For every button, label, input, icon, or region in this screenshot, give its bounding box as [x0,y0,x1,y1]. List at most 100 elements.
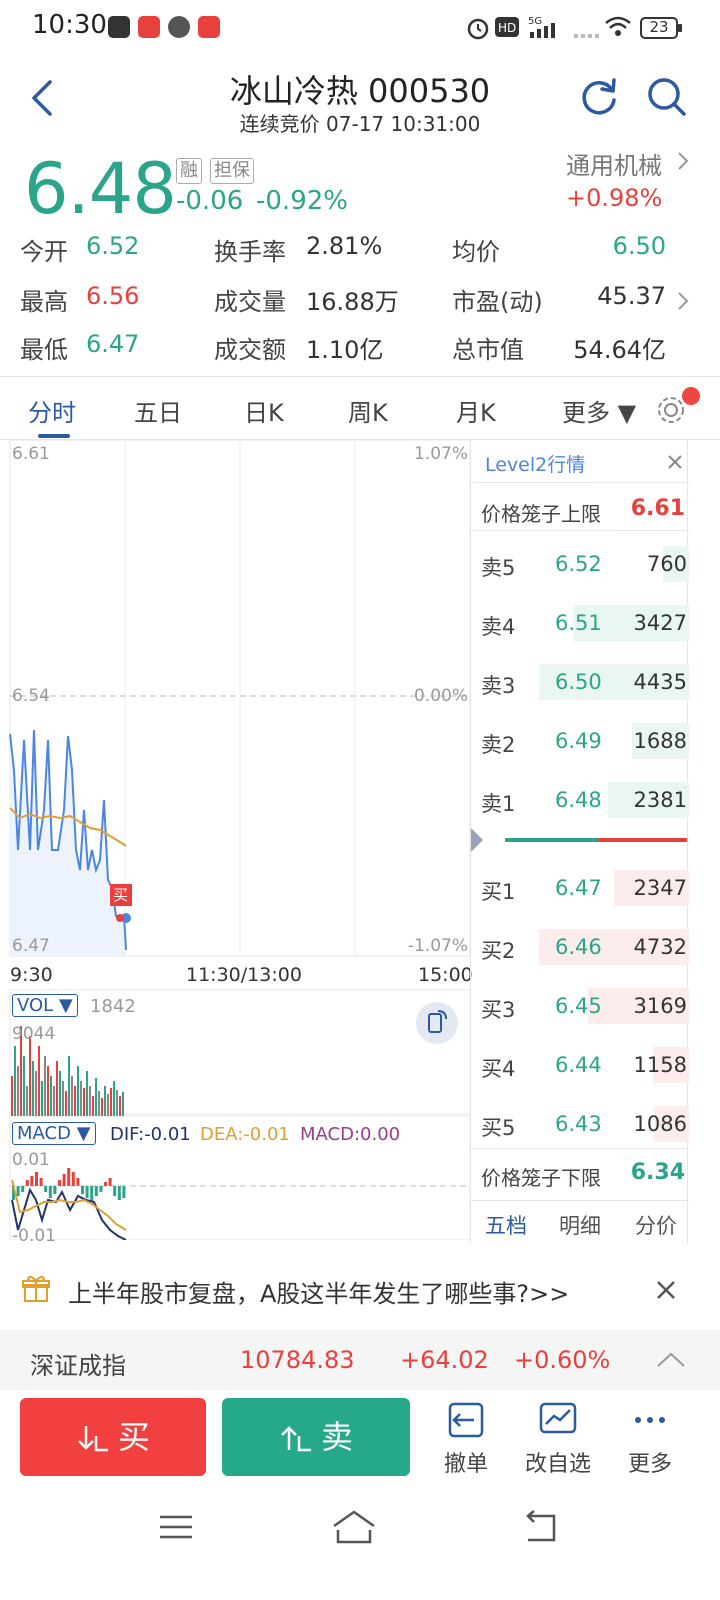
bid-row[interactable]: 买4 6.44 1158 [471,1047,689,1087]
book-tab-five-levels[interactable]: 五档 [485,1214,527,1238]
edit-watchlist-button[interactable]: 改自选 [518,1400,598,1478]
level-label: 卖1 [481,792,516,816]
refresh-icon[interactable] [578,76,620,118]
bid-row[interactable]: 买5 6.43 1086 [471,1106,689,1146]
volume-bar [110,1088,112,1116]
more-button[interactable]: 更多 [610,1400,690,1478]
level-label: 买4 [481,1057,516,1081]
menu-icon[interactable] [158,1512,194,1542]
volume-bar [539,929,689,965]
app-notification-icon [138,16,160,38]
page-subtitle: 连续竞价 07-17 10:31:00 [239,112,481,136]
volume-bar [116,1090,118,1116]
sector-name[interactable]: 通用机械 [566,152,662,180]
vol-indicator-select[interactable]: VOL ▼ [12,994,78,1017]
level-volume: 4435 [633,670,687,694]
volume-bar [71,1076,73,1116]
volume-bar [104,1086,106,1116]
macd-bar [99,1186,103,1192]
book-tab-price-distribution[interactable]: 分价 [635,1214,677,1238]
gift-icon [22,1275,50,1302]
notification-dot [682,387,700,405]
ask-row[interactable]: 卖5 6.52 760 [471,546,689,586]
macd-bars [12,1168,126,1202]
sell-button-label: 卖 [320,1418,353,1456]
level-volume: 3427 [633,611,687,635]
tab-more[interactable]: 更多 ▼ [562,399,637,427]
volume-bar [663,546,689,582]
collapse-arrow-icon[interactable] [471,828,483,852]
volume-bar [588,988,689,1024]
index-ticker-bar[interactable]: 深证成指 10784.83 +64.02 +0.60% [0,1330,720,1390]
volume-bar [74,1086,76,1116]
level-price: 6.45 [555,994,602,1018]
volume-bar [59,1071,61,1116]
sector-change-pct: +0.98% [566,184,663,212]
home-icon[interactable] [330,1508,378,1546]
ask-row[interactable]: 卖4 6.51 3427 [471,605,689,645]
svg-text:5G: 5G [528,16,542,27]
macd-bar [30,1176,34,1186]
close-icon[interactable] [667,454,683,470]
tab-weekly-k[interactable]: 周K [348,399,388,427]
chevron-right-icon[interactable] [676,150,690,172]
bid-row[interactable]: 买2 6.46 4732 [471,929,689,969]
level-price: 6.47 [555,876,602,900]
level2-title[interactable]: Level2行情 [485,454,586,476]
ask-row[interactable]: 卖1 6.48 2381 [471,782,689,822]
sell-button[interactable]: 卖 [222,1398,410,1476]
tab-daily-k[interactable]: 日K [244,399,284,427]
pct-mid-label: 0.00% [413,686,468,706]
more-dots-icon [635,1417,665,1423]
macd-bar [67,1168,71,1186]
gear-icon[interactable] [654,393,688,427]
volume-bar [653,1047,689,1083]
battery-icon [640,17,682,39]
app-notification-icon [168,16,190,38]
volume-bar [26,1086,28,1116]
volume-bar [50,1076,52,1116]
page-title: 冰山冷热 000530 [229,72,491,110]
ask-row[interactable]: 卖2 6.49 1688 [471,723,689,763]
chevron-up-icon[interactable] [656,1350,686,1368]
rotate-screen-button[interactable] [416,1002,458,1044]
level-volume: 1086 [633,1112,687,1136]
index-change-pct: +0.60% [514,1346,611,1374]
tab-monthly-k[interactable]: 月K [456,399,496,427]
back-nav-icon[interactable] [520,1510,560,1544]
pct-high-label: 1.07% [413,444,468,464]
macd-bar [62,1174,66,1186]
chevron-right-icon[interactable] [676,290,690,312]
tab-five-day[interactable]: 五日 [134,399,182,427]
alarm-icon [467,18,489,40]
tab-intraday[interactable]: 分时 [28,399,76,427]
cancel-order-button[interactable]: 撤单 [426,1400,506,1478]
close-icon[interactable] [656,1280,676,1300]
level-price: 6.46 [555,935,602,959]
volume-bar [14,1046,16,1116]
stat-label: 成交量 [214,288,286,316]
battery-level: 23 [649,18,669,36]
lower-limit-label: 价格笼子下限 [481,1166,601,1190]
level-price: 6.43 [555,1112,602,1136]
macd-dea: DEA:-0.01 [200,1124,290,1145]
stat-label: 换手率 [214,238,286,266]
stat-label: 均价 [452,238,500,266]
back-arrow-icon[interactable] [28,78,58,118]
news-banner[interactable]: 上半年股市复盘，A股这半年发生了哪些事?>> [0,1258,720,1322]
signal-5g-icon: 5G [528,16,555,38]
volume-bars [11,1026,124,1116]
level-price: 6.49 [555,729,602,753]
intraday-chart[interactable] [0,440,470,1240]
level-volume: 1688 [633,729,687,753]
book-tab-details[interactable]: 明细 [559,1214,601,1238]
search-icon[interactable] [646,76,688,118]
macd-dif: DIF:-0.01 [110,1124,191,1145]
bid-row[interactable]: 买1 6.47 2347 [471,870,689,910]
buy-button[interactable]: 买 [20,1398,206,1476]
ask-row[interactable]: 卖3 6.50 4435 [471,664,689,704]
banner-text[interactable]: 上半年股市复盘，A股这半年发生了哪些事?>> [68,1280,570,1308]
macd-indicator-select[interactable]: MACD ▼ [12,1122,96,1145]
volume-bar [44,1056,46,1116]
bid-row[interactable]: 买3 6.45 3169 [471,988,689,1028]
